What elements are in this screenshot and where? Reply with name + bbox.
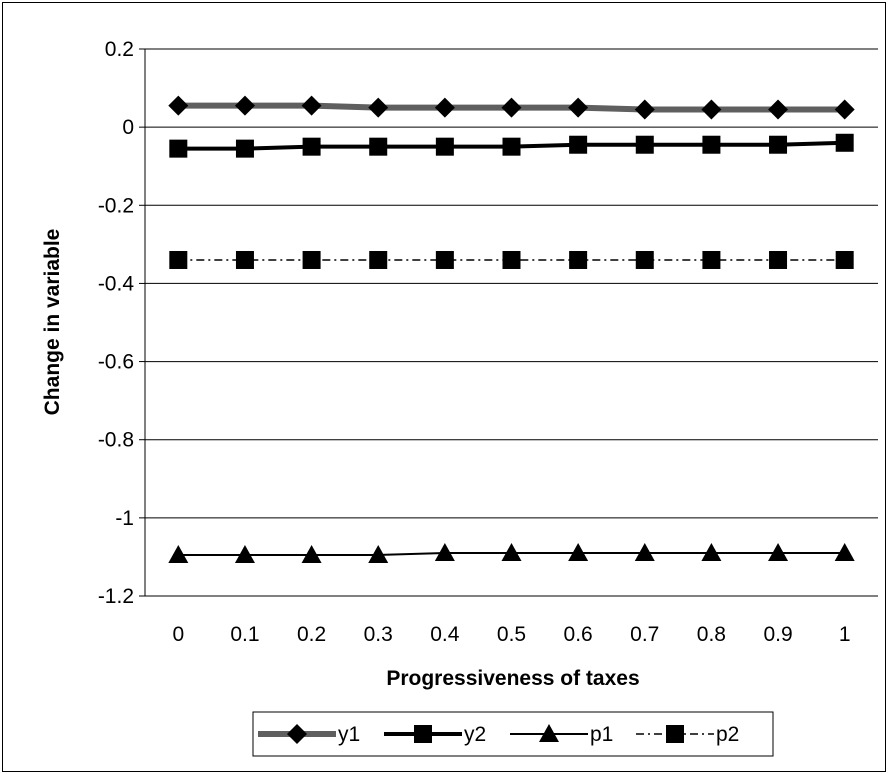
series-p2: [169, 250, 854, 269]
marker-y1: [301, 95, 322, 116]
marker-p2: [835, 250, 854, 269]
axes: [139, 48, 878, 597]
marker-p2: [302, 250, 321, 269]
marker-p1: [568, 543, 589, 562]
legend-entry-p2: p2: [636, 723, 739, 746]
marker-y2: [235, 139, 254, 158]
marker-p1: [368, 544, 389, 563]
marker-p1: [434, 543, 455, 562]
marker-y1: [768, 99, 789, 120]
legend-label-y1: y1: [338, 723, 360, 746]
marker-y1: [568, 97, 589, 118]
legend-entry-y1: y1: [258, 723, 360, 746]
marker-p2: [369, 250, 388, 269]
marker-y2: [702, 135, 721, 154]
marker-p2: [502, 250, 521, 269]
marker-y2: [502, 137, 521, 156]
marker-y1: [234, 95, 255, 116]
series: [168, 95, 855, 563]
legend-label-y2: y2: [464, 723, 486, 746]
marker-p1: [634, 543, 655, 562]
marker-y2: [435, 137, 454, 156]
x-tick-labels: 0 0.1 0.2 0.3 0.4 0.5 0.6 0.7 0.8 0.9 1: [172, 623, 850, 646]
marker-y2: [769, 135, 788, 154]
marker-y2: [569, 135, 588, 154]
y-tick-labels: 0.2 0 -0.2 -0.4 -0.6 -0.8 -1 -1.2: [98, 38, 135, 608]
x-tick-label: 0.4: [430, 623, 460, 646]
marker-p1: [301, 544, 322, 563]
x-tick-label: 0.3: [364, 623, 393, 646]
y-tick-label: -0.6: [98, 351, 134, 374]
marker-y1: [634, 99, 655, 120]
marker-p2: [169, 250, 188, 269]
marker-y1: [168, 95, 189, 116]
marker-y1: [501, 97, 522, 118]
legend-entry-y2: y2: [384, 723, 486, 746]
y-tick-label: -0.2: [98, 194, 134, 217]
marker-p2: [702, 250, 721, 269]
x-tick-label: 0.9: [763, 623, 792, 646]
marker-legend-p1: [539, 724, 559, 742]
marker-y2: [302, 137, 321, 156]
marker-legend-y1: [287, 724, 307, 744]
series-y1: [168, 95, 855, 120]
marker-p1: [834, 543, 855, 562]
marker-p1: [168, 544, 189, 563]
legend-entry-p1: p1: [510, 723, 613, 746]
x-tick-label: 0.1: [230, 623, 259, 646]
y-tick-label: -1.2: [98, 585, 134, 608]
marker-p1: [501, 543, 522, 562]
x-tick-label: 0.7: [630, 623, 659, 646]
marker-legend-y2: [414, 725, 432, 743]
marker-y1: [701, 99, 722, 120]
y-tick-label: 0: [122, 116, 134, 139]
x-tick-label: 0.8: [697, 623, 726, 646]
gridlines: [145, 48, 878, 519]
marker-legend-p2: [666, 725, 684, 743]
marker-y2: [635, 135, 654, 154]
x-axis-title: Progressiveness of taxes: [386, 667, 639, 690]
marker-y2: [835, 133, 854, 152]
x-tick-label: 0.6: [564, 623, 593, 646]
y-axis-title: Change in variable: [41, 229, 64, 416]
x-tick-label: 1: [839, 623, 851, 646]
y-tick-label: 0.2: [105, 38, 134, 61]
x-tick-label: 0.2: [297, 623, 326, 646]
marker-p1: [768, 543, 789, 562]
y-tick-label: -1: [115, 507, 134, 530]
legend-label-p2: p2: [716, 723, 739, 746]
series-p1: [168, 543, 855, 563]
marker-y1: [434, 97, 455, 118]
marker-p2: [435, 250, 454, 269]
marker-p2: [235, 250, 254, 269]
marker-p2: [569, 250, 588, 269]
marker-y2: [169, 139, 188, 158]
y-tick-label: -0.8: [98, 429, 134, 452]
marker-y1: [368, 97, 389, 118]
legend: y1 y2 p1 p2: [252, 711, 774, 757]
marker-y1: [834, 99, 855, 120]
marker-y2: [369, 137, 388, 156]
series-y2: [169, 133, 854, 158]
x-tick-label: 0.5: [497, 623, 526, 646]
marker-p2: [635, 250, 654, 269]
x-tick-label: 0: [172, 623, 184, 646]
marker-p1: [234, 544, 255, 563]
legend-label-p1: p1: [590, 723, 613, 746]
marker-p2: [769, 250, 788, 269]
marker-p1: [701, 543, 722, 562]
y-tick-label: -0.4: [98, 272, 135, 295]
